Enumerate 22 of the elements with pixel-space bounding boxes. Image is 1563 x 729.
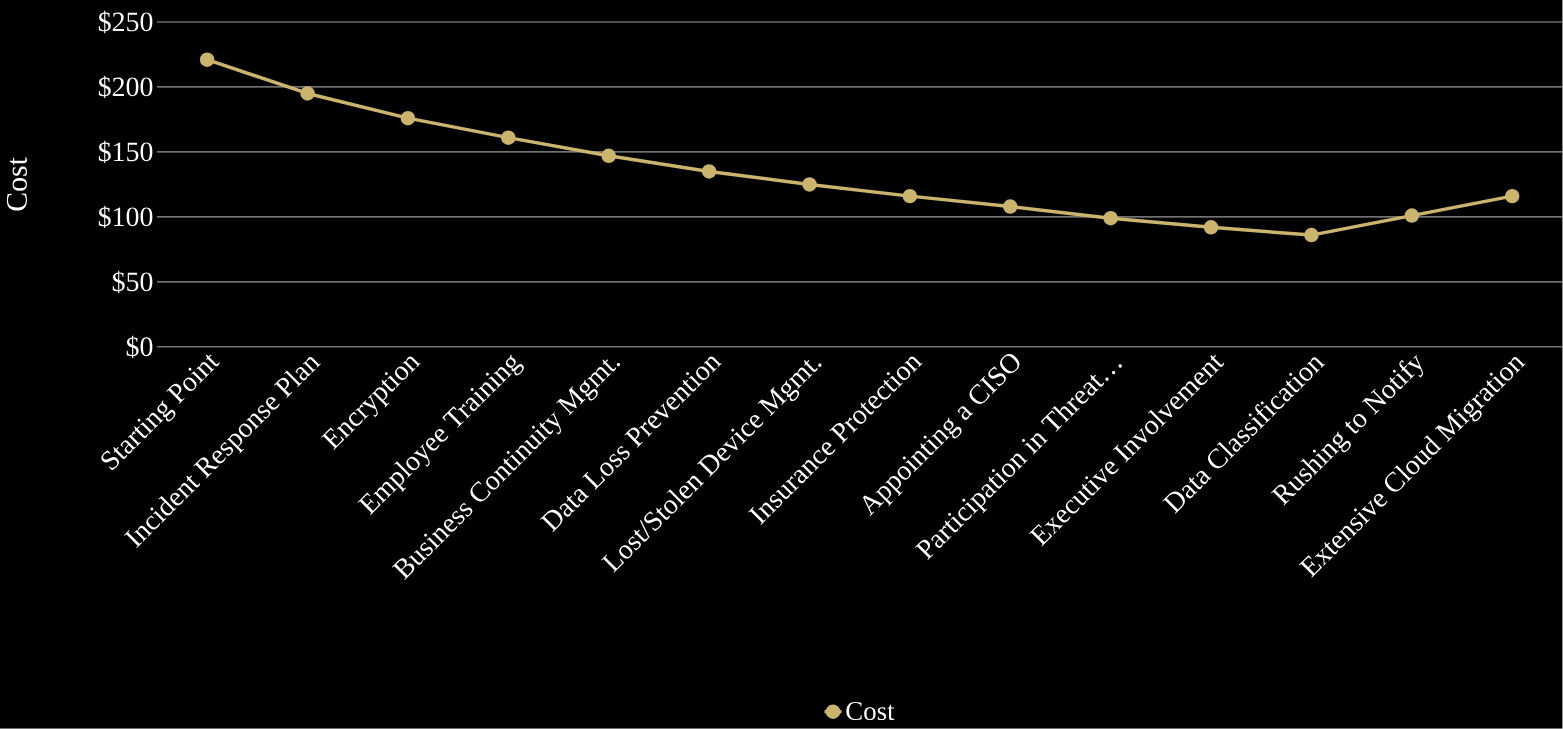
point bbox=[1304, 228, 1319, 243]
point bbox=[902, 189, 918, 204]
point bbox=[701, 164, 717, 179]
point bbox=[1504, 189, 1520, 204]
point bbox=[501, 130, 516, 146]
y-tick-label: $100 bbox=[98, 205, 153, 229]
y-tick-label: $50 bbox=[112, 270, 153, 294]
point bbox=[199, 52, 215, 68]
y-tick-label: $150 bbox=[98, 140, 153, 164]
y-axis-title: Cost bbox=[6, 157, 27, 211]
y-tick-label: $250 bbox=[98, 10, 153, 34]
point bbox=[1003, 199, 1018, 214]
point bbox=[1103, 211, 1118, 226]
point bbox=[1203, 220, 1219, 235]
legend-label: Cost bbox=[846, 702, 895, 721]
point bbox=[400, 111, 416, 126]
point bbox=[802, 177, 817, 192]
y-tick-label: $0 bbox=[126, 335, 153, 359]
point bbox=[300, 86, 315, 101]
point bbox=[601, 148, 616, 164]
y-tick-label: $200 bbox=[98, 75, 153, 99]
point bbox=[1404, 208, 1420, 223]
